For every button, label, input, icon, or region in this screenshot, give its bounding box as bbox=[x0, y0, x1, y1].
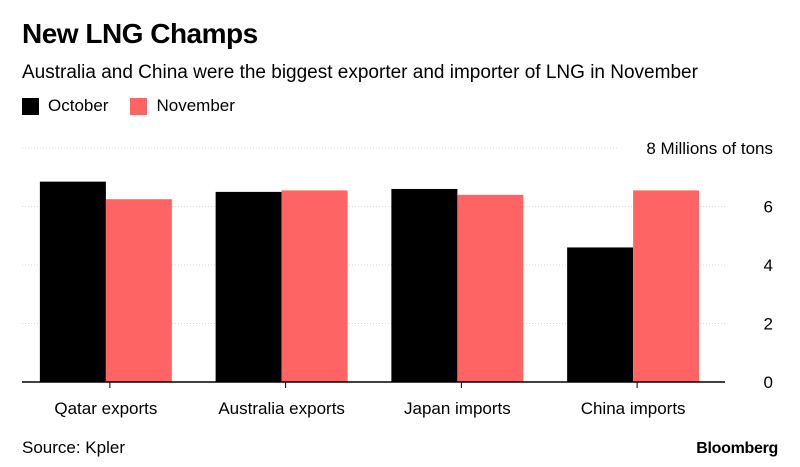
chart-subtitle: Australia and China were the biggest exp… bbox=[22, 62, 698, 83]
legend-swatch-november bbox=[130, 97, 148, 115]
legend-swatch-october bbox=[22, 97, 39, 115]
legend-item-november: November bbox=[130, 96, 235, 116]
bar-october bbox=[39, 181, 106, 382]
brand-logo: Bloomberg bbox=[696, 440, 778, 457]
legend-label-november: November bbox=[156, 96, 235, 115]
legend-label-october: October bbox=[48, 96, 109, 115]
y-axis-unit-label: 8 Millions of tons bbox=[646, 139, 773, 158]
legend: October November bbox=[22, 96, 257, 116]
x-tick-label: China imports bbox=[581, 399, 686, 418]
bar-october bbox=[391, 188, 458, 382]
source-note: Source: Kpler bbox=[22, 438, 125, 457]
bar-october bbox=[215, 191, 282, 382]
legend-item-october: October bbox=[22, 96, 108, 116]
x-tick-label: Australia exports bbox=[218, 399, 345, 418]
y-tick-label: 0 bbox=[764, 373, 773, 392]
chart-title: New LNG Champs bbox=[22, 18, 258, 49]
x-tick-label: Qatar exports bbox=[54, 399, 157, 418]
y-tick-label: 2 bbox=[764, 315, 773, 334]
bar-october bbox=[567, 247, 634, 382]
bar-november bbox=[105, 199, 172, 382]
y-tick-label: 4 bbox=[764, 256, 773, 275]
x-tick-label: Japan imports bbox=[404, 399, 511, 418]
bar-november bbox=[281, 190, 348, 382]
bar-november bbox=[457, 194, 524, 382]
y-tick-label: 6 bbox=[764, 198, 773, 217]
bar-november bbox=[633, 190, 700, 382]
